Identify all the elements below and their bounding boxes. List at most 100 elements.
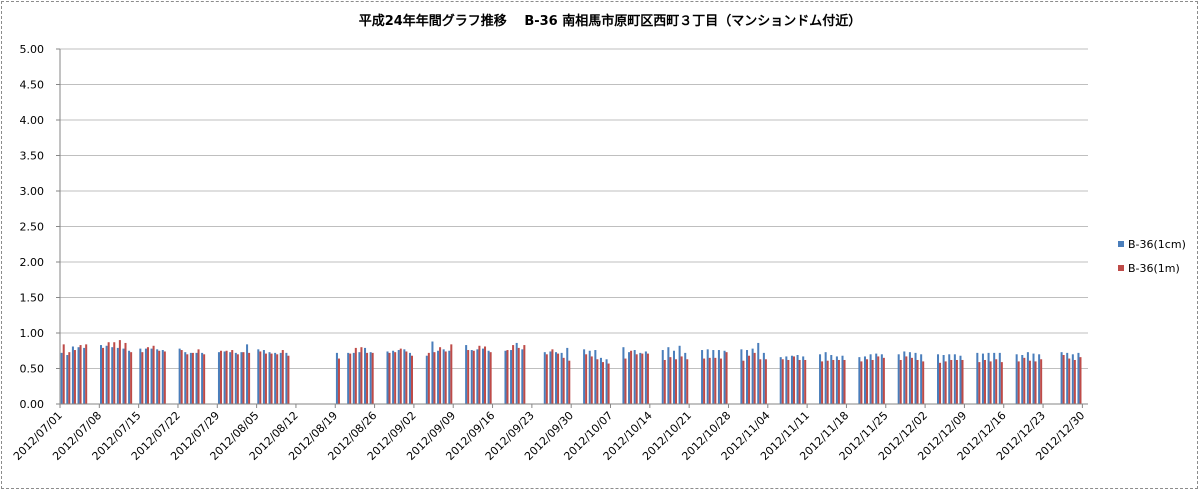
bar-B-36(1m) [506,350,509,404]
bar-B-36(1m) [787,359,790,404]
bar-B-36(1m) [270,353,273,404]
legend-swatch [1118,265,1124,271]
bar-B-36(1cm) [639,352,642,404]
bar-B-36(1m) [225,350,228,404]
bar-B-36(1m) [180,350,183,404]
bar-B-36(1cm) [274,352,277,404]
bar-B-36(1cm) [560,352,563,404]
bar-B-36(1cm) [364,347,367,404]
bar-B-36(1m) [871,359,874,404]
bar-B-36(1cm) [105,345,108,404]
bar-B-36(1m) [450,344,453,404]
bar-B-36(1m) [995,359,998,404]
bar-B-36(1m) [630,350,633,404]
bar-B-36(1cm) [1060,352,1063,404]
bar-B-36(1m) [882,357,885,404]
bar-B-36(1cm) [431,341,434,404]
bar-B-36(1cm) [746,350,749,404]
bar-B-36(1m) [866,359,869,404]
bar-B-36(1cm) [858,357,861,404]
bar-B-36(1m) [545,354,548,404]
bar-B-36(1cm) [1077,352,1080,404]
bar-B-36(1m) [568,360,571,404]
bar-B-36(1cm) [1021,355,1024,404]
bar-B-36(1m) [130,352,133,404]
bar-B-36(1m) [764,359,767,404]
bar-B-36(1m) [517,347,520,404]
bar-B-36(1cm) [71,346,74,404]
bar-B-36(1cm) [1032,353,1035,404]
bar-B-36(1m) [714,357,717,404]
bar-B-36(1cm) [920,354,923,404]
bar-B-36(1cm) [240,352,243,404]
bar-B-36(1cm) [908,352,911,404]
bar-B-36(1m) [955,359,958,404]
legend-label: B-36(1m) [1128,262,1180,275]
bar-B-36(1cm) [116,347,119,404]
bar-B-36(1m) [231,350,234,404]
bar-B-36(1cm) [448,350,451,404]
bar-B-36(1m) [1000,362,1003,404]
bar-B-36(1cm) [976,352,979,404]
bar-B-36(1cm) [543,352,546,404]
bar-B-36(1m) [371,352,374,404]
bar-B-36(1m) [922,361,925,404]
bar-B-36(1cm) [335,352,338,404]
bar-B-36(1m) [669,357,672,404]
bar-B-36(1cm) [465,345,468,404]
bar-B-36(1cm) [425,355,428,404]
bar-B-36(1m) [360,347,363,404]
bar-B-36(1cm) [987,352,990,404]
bar-B-36(1m) [259,351,262,404]
bar-B-36(1cm) [358,352,361,404]
bar-B-36(1m) [236,354,239,404]
bar-B-36(1cm) [392,350,395,404]
bar-B-36(1cm) [487,350,490,404]
bar-B-36(1cm) [268,352,271,404]
bar-B-36(1cm) [549,351,552,404]
bar-B-36(1m) [596,359,599,404]
bar-B-36(1m) [427,352,430,404]
bar-B-36(1m) [439,347,442,404]
bar-B-36(1m) [877,356,880,404]
bar-B-36(1cm) [257,349,260,404]
bar-B-36(1m) [146,347,149,404]
bar-B-36(1m) [675,359,678,404]
bar-B-36(1m) [781,359,784,404]
legend: B-36(1cm) B-36(1m) [1118,238,1186,275]
bar-B-36(1m) [635,354,638,404]
bar-B-36(1m) [624,358,627,404]
bar-B-36(1m) [158,350,161,404]
bar-B-36(1m) [944,361,947,404]
bar-B-36(1cm) [942,355,945,404]
bar-B-36(1cm) [790,355,793,404]
bar-B-36(1cm) [824,352,827,404]
bar-B-36(1m) [219,350,223,404]
bar-B-36(1cm) [706,349,709,404]
bar-B-36(1m) [826,360,829,404]
bar-B-36(1cm) [470,350,473,404]
bar-B-36(1cm) [566,347,569,404]
bar-B-36(1m) [804,359,807,404]
bar-B-36(1m) [242,352,245,404]
bar-B-36(1m) [899,359,902,404]
bar-B-36(1cm) [998,352,1001,404]
bar-B-36(1cm) [835,356,838,404]
bar-B-36(1m) [753,352,756,404]
bar-B-36(1cm) [139,348,142,404]
bar-B-36(1cm) [717,350,720,404]
bar-B-36(1cm) [403,349,406,404]
bar-B-36(1m) [663,359,666,404]
bar-B-36(1m) [197,349,200,404]
bar-B-36(1cm) [644,351,647,404]
bar-B-36(1cm) [184,352,187,404]
bar-B-36(1cm) [723,350,726,404]
bar-B-36(1m) [472,350,475,404]
bar-B-36(1cm) [246,344,249,404]
bars [60,340,1082,404]
bar-B-36(1m) [843,359,846,404]
bar-B-36(1cm) [1071,354,1074,404]
bar-B-36(1m) [601,362,604,404]
